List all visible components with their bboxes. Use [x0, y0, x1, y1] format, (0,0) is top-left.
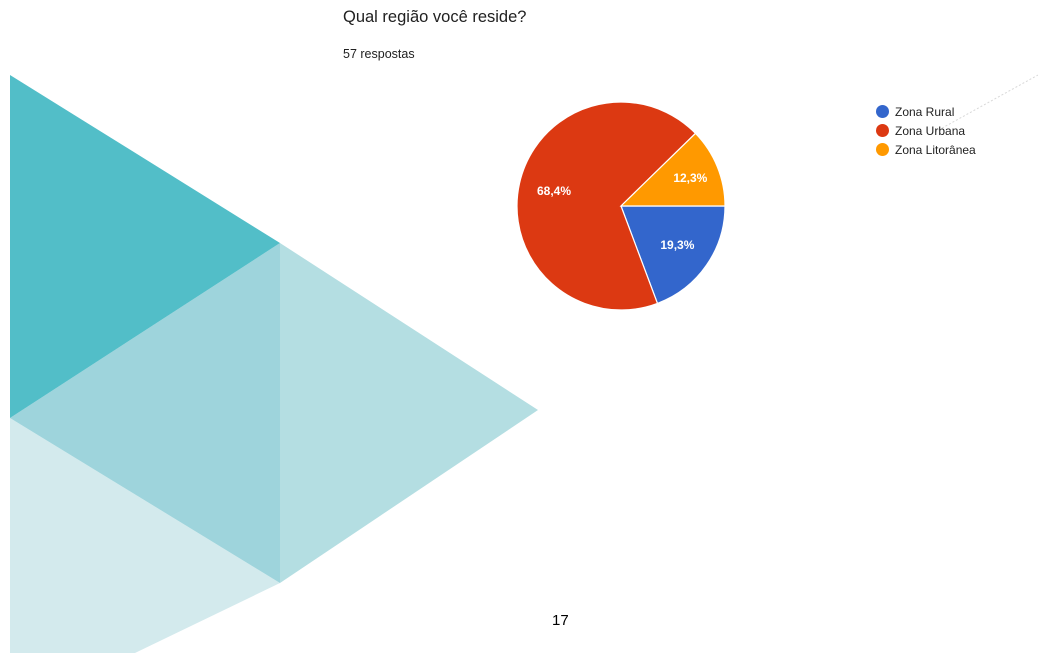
pie-slice-zona-rural[interactable]	[620, 205, 726, 305]
triangle-light	[280, 243, 538, 583]
chart-legend: Zona Rural Zona Urbana Zona Litorânea	[876, 102, 976, 159]
legend-label: Zona Urbana	[895, 123, 966, 138]
legend-label: Zona Litorânea	[895, 142, 976, 157]
triangle-dark	[10, 75, 280, 418]
legend-label: Zona Rural	[895, 104, 955, 119]
legend-swatch	[876, 124, 889, 137]
pie-slice-label: 19,3%	[660, 238, 694, 252]
triangle-mid	[10, 243, 280, 583]
chart-title: Qual região você reside?	[343, 8, 527, 26]
triangle-pale	[10, 418, 280, 653]
pie-slice-label: 12,3%	[673, 171, 707, 185]
pie-slice-zona-urbana[interactable]	[516, 101, 697, 311]
legend-swatch	[876, 105, 889, 118]
legend-item-rural[interactable]: Zona Rural	[876, 102, 976, 121]
legend-item-urbana[interactable]: Zona Urbana	[876, 121, 976, 140]
legend-swatch	[876, 143, 889, 156]
legend-item-litoranea[interactable]: Zona Litorânea	[876, 140, 976, 159]
response-count: 57 respostas	[343, 47, 415, 61]
pie-slice-zona-litor-nea[interactable]	[619, 132, 726, 207]
page-number: 17	[552, 612, 569, 629]
pie-slice-label: 68,4%	[537, 184, 571, 198]
